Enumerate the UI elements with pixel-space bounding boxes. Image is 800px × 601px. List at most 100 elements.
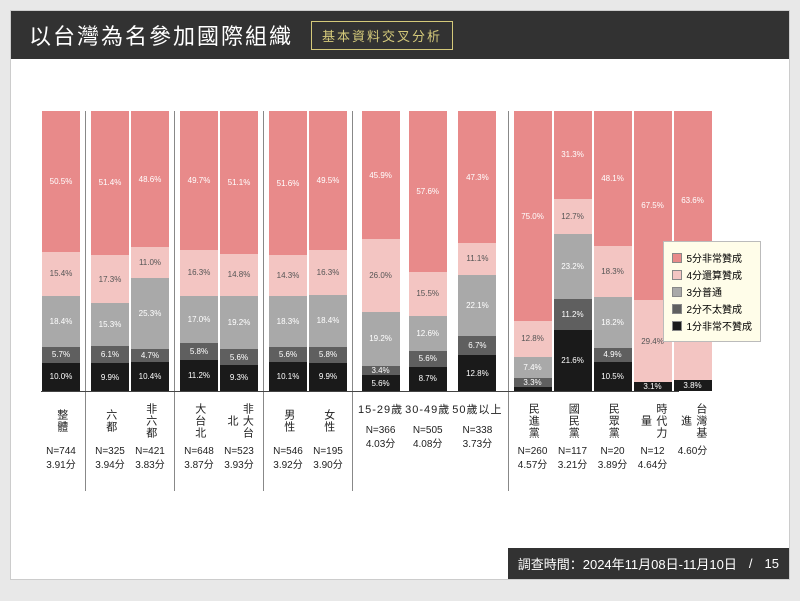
segment-s3: 12.6% bbox=[409, 316, 447, 351]
score: 3.91分 bbox=[46, 459, 76, 473]
segment-s5: 51.4% bbox=[91, 111, 129, 255]
segment-s3: 18.2% bbox=[594, 297, 632, 348]
bar: 57.6%15.5%12.6%5.6%8.7% bbox=[409, 111, 447, 391]
footer-divider: / bbox=[749, 556, 753, 571]
segment-s2: 4.7% bbox=[131, 349, 169, 362]
segment-s2: 6.7% bbox=[458, 336, 496, 355]
segment-s1: 9.3% bbox=[220, 365, 258, 391]
score: 3.93分 bbox=[224, 459, 255, 473]
legend-item: 4分還算贊成 bbox=[672, 267, 752, 282]
column-labels: 整體N=7443.91分 bbox=[46, 397, 76, 473]
segment-s2: 5.8% bbox=[309, 347, 347, 363]
score: 3.21分 bbox=[558, 459, 587, 473]
segment-s5: 75.0% bbox=[514, 111, 552, 321]
segment-s1: 11.2% bbox=[180, 360, 218, 391]
slide-title: 以台灣為名參加國際組織 bbox=[29, 19, 293, 51]
segment-s2: 3.3% bbox=[514, 378, 552, 387]
legend-swatch bbox=[672, 287, 682, 297]
x-axis bbox=[41, 391, 679, 392]
segment-s4: 14.3% bbox=[269, 255, 307, 295]
segment-s1: 3.8% bbox=[674, 380, 712, 391]
category-name: 50歲以上 bbox=[452, 399, 502, 422]
bar: 50.5%15.4%18.4%5.7%10.0% bbox=[42, 111, 80, 391]
group-3: 51.6%14.3%18.3%5.6%10.1%男性N=5463.92分49.5… bbox=[268, 111, 353, 491]
category-name: 國民黨 bbox=[565, 399, 580, 443]
segment-s4: 12.8% bbox=[514, 321, 552, 357]
column-labels: 民眾黨N=203.89分 bbox=[598, 397, 627, 473]
bar: 31.3%12.7%23.2%11.2%21.6% bbox=[554, 111, 592, 391]
segment-s2: 6.1% bbox=[91, 346, 129, 363]
column: 48.6%11.0%25.3%4.7%10.4%非六都N=4213.83分 bbox=[131, 111, 169, 491]
bar: 51.1%14.8%19.2%5.6%9.3% bbox=[220, 111, 258, 391]
segment-s1: 5.6% bbox=[362, 375, 400, 391]
column: 75.0%12.8%7.4%3.3% 民進黨N=2604.57分 bbox=[514, 111, 552, 491]
score: 3.92分 bbox=[273, 459, 303, 473]
column-labels: 台灣基進4.60分 bbox=[677, 397, 708, 459]
legend-item: 3分普通 bbox=[672, 284, 752, 299]
category-name: 男性 bbox=[280, 399, 295, 443]
segment-s3: 19.2% bbox=[362, 312, 400, 366]
legend-label: 4分還算贊成 bbox=[686, 267, 742, 282]
sample-size: N=338 bbox=[452, 424, 502, 438]
category-name: 民眾黨 bbox=[605, 399, 620, 443]
group-2: 49.7%16.3%17.0%5.8%11.2%大台北N=6483.87分51.… bbox=[179, 111, 264, 491]
segment-s5: 50.5% bbox=[42, 111, 80, 252]
bar: 51.4%17.3%15.3%6.1%9.9% bbox=[91, 111, 129, 391]
segment-s2: 5.6% bbox=[409, 351, 447, 367]
category-name: 15-29歲 bbox=[358, 399, 403, 422]
column-labels: 女性N=1953.90分 bbox=[313, 397, 343, 473]
sample-size: N=546 bbox=[273, 445, 303, 459]
sample-size: N=117 bbox=[558, 445, 587, 459]
segment-s4: 16.3% bbox=[180, 250, 218, 296]
slide: 以台灣為名參加國際組織 基本資料交叉分析 50.5%15.4%18.4%5.7%… bbox=[10, 10, 790, 580]
column-labels: 50歲以上N=3383.73分 bbox=[452, 397, 502, 452]
page-number: 15 bbox=[765, 556, 779, 571]
bar: 75.0%12.8%7.4%3.3% bbox=[514, 111, 552, 391]
legend-swatch bbox=[672, 253, 682, 263]
footer-bar: 調查時間：2024年11月08日-11月10日 / 15 bbox=[508, 548, 789, 579]
sample-size: N=523 bbox=[224, 445, 255, 459]
segment-s5: 48.1% bbox=[594, 111, 632, 246]
column-labels: 國民黨 N=1173.21分 bbox=[558, 397, 587, 473]
sample-size: N=260 bbox=[518, 445, 548, 459]
segment-s3: 15.3% bbox=[91, 303, 129, 346]
category-name: 30-49歲 bbox=[405, 399, 450, 422]
sample-size: N=505 bbox=[405, 424, 450, 438]
bar: 47.3%11.1%22.1%6.7%12.8% bbox=[458, 111, 496, 391]
category-name: 六都 bbox=[102, 399, 117, 443]
legend-label: 3分普通 bbox=[686, 284, 722, 299]
sample-size: N=12 bbox=[637, 445, 668, 459]
segment-s5: 49.5% bbox=[309, 111, 347, 250]
column: 47.3%11.1%22.1%6.7%12.8%50歲以上N=3383.73分 bbox=[452, 111, 502, 491]
score: 4.64分 bbox=[637, 459, 668, 473]
segment-s4: 15.5% bbox=[409, 272, 447, 315]
segment-s1: 10.0% bbox=[42, 363, 80, 391]
score: 4.60分 bbox=[677, 445, 708, 459]
segment-s1: 3.1% bbox=[634, 382, 672, 391]
group-4: 45.9%26.0%19.2%3.4%5.6%15-29歲N=3664.03分5… bbox=[357, 111, 509, 491]
legend-swatch bbox=[672, 321, 682, 331]
segment-s4: 12.7% bbox=[554, 199, 592, 235]
category-name: 非六都 bbox=[142, 399, 157, 443]
bar: 48.1%18.3%18.2%4.9%10.5% bbox=[594, 111, 632, 391]
survey-time: 調查時間：2024年11月08日-11月10日 bbox=[518, 554, 737, 573]
category-name: 時代力量 bbox=[637, 399, 668, 443]
segment-s3: 18.3% bbox=[269, 296, 307, 347]
segment-s5: 47.3% bbox=[458, 111, 496, 243]
segment-s1: 10.4% bbox=[131, 362, 169, 391]
score: 4.57分 bbox=[518, 459, 548, 473]
segment-s2: 11.2% bbox=[554, 299, 592, 330]
segment-s5: 49.7% bbox=[180, 111, 218, 250]
segment-s4: 11.1% bbox=[458, 243, 496, 274]
category-name: 大台北 bbox=[191, 399, 206, 443]
column-labels: 民進黨N=2604.57分 bbox=[518, 397, 548, 473]
segment-s3: 19.2% bbox=[220, 296, 258, 350]
legend-swatch bbox=[672, 270, 682, 280]
segment-s1: 12.8% bbox=[458, 355, 496, 391]
column-labels: 時代力量 N=124.64分 bbox=[637, 397, 668, 473]
score: 3.89分 bbox=[598, 459, 627, 473]
score: 3.90分 bbox=[313, 459, 343, 473]
group-1: 51.4%17.3%15.3%6.1%9.9%六都N=3253.94分48.6%… bbox=[90, 111, 175, 491]
category-name: 非大台北 bbox=[224, 399, 255, 443]
segment-s3: 18.4% bbox=[309, 295, 347, 347]
